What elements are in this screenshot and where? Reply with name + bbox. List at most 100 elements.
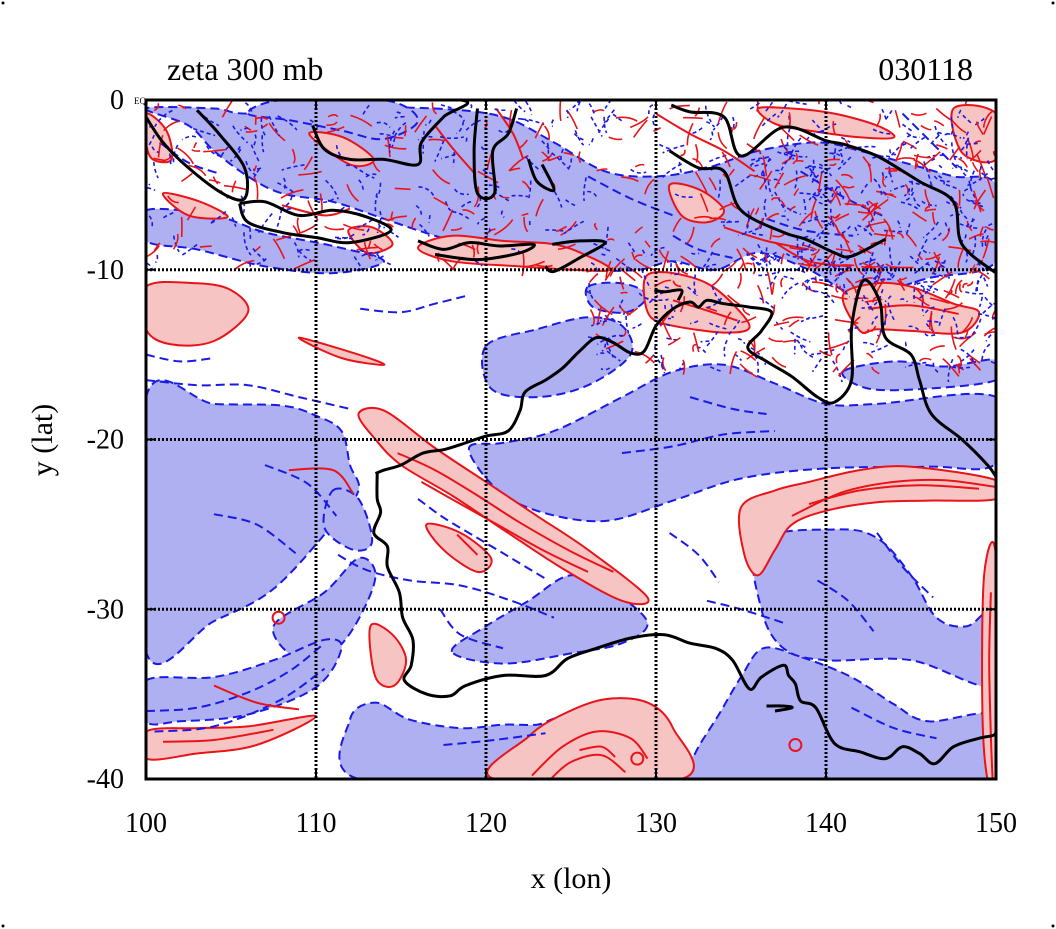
negative-noise	[889, 149, 897, 156]
negative-contour	[360, 294, 470, 314]
positive-noise	[272, 238, 286, 260]
negative-noise	[818, 163, 833, 177]
negative-noise	[162, 211, 174, 219]
positive-region	[297, 336, 386, 366]
negative-noise	[744, 210, 750, 234]
positive-noise	[593, 299, 613, 316]
positive-noise	[692, 332, 700, 353]
negative-noise	[945, 183, 959, 190]
positive-noise	[974, 199, 985, 212]
negative-noise	[375, 182, 382, 199]
positive-noise	[578, 151, 582, 164]
negative-noise	[857, 224, 874, 238]
negative-noise	[245, 160, 258, 177]
negative-noise	[482, 169, 496, 175]
negative-noise	[746, 252, 762, 267]
negative-noise	[905, 191, 915, 202]
negative-noise	[632, 323, 642, 329]
negative-noise	[709, 266, 725, 272]
positive-noise	[558, 243, 576, 250]
negative-noise	[738, 227, 759, 236]
y-tick-label: -20	[87, 425, 124, 456]
positive-noise	[473, 186, 480, 208]
negative-noise	[244, 102, 254, 117]
negative-noise	[871, 344, 888, 353]
negative-noise	[748, 156, 770, 162]
negative-noise	[884, 295, 892, 303]
negative-noise	[824, 186, 841, 192]
positive-noise	[834, 318, 859, 324]
positive-noise	[753, 117, 766, 140]
positive-noise	[658, 249, 671, 263]
negative-noise	[709, 366, 724, 372]
negative-noise	[814, 218, 835, 228]
negative-noise	[924, 333, 936, 337]
positive-noise	[683, 116, 703, 120]
positive-noise	[296, 225, 316, 236]
negative-noise	[798, 248, 815, 253]
negative-noise	[250, 144, 260, 162]
negative-noise	[777, 151, 793, 157]
negative-noise	[376, 253, 393, 266]
positive-noise	[626, 307, 639, 317]
positive-noise	[245, 129, 258, 133]
negative-noise	[678, 161, 683, 176]
positive-noise	[788, 319, 800, 328]
positive-contour	[549, 753, 627, 779]
positive-contour	[434, 124, 477, 176]
negative-noise	[732, 175, 751, 189]
positive-noise	[177, 104, 187, 110]
positive-contour	[655, 112, 756, 173]
positive-noise	[773, 321, 790, 327]
positive-noise	[661, 318, 673, 341]
negative-noise	[723, 339, 728, 357]
positive-noise	[962, 282, 968, 289]
positive-noise	[917, 253, 923, 261]
positive-noise	[780, 199, 786, 208]
negative-noise	[805, 279, 810, 291]
positive-noise	[555, 225, 567, 233]
positive-noise	[835, 248, 854, 253]
negative-noise	[869, 155, 891, 160]
positive-noise	[920, 299, 930, 307]
positive-noise	[914, 153, 920, 168]
negative-noise	[750, 257, 768, 273]
negative-noise	[757, 243, 768, 267]
negative-noise	[847, 104, 854, 109]
negative-noise	[261, 135, 265, 153]
negative-noise	[180, 243, 198, 257]
positive-noise	[209, 179, 221, 184]
negative-noise	[253, 167, 262, 171]
positive-noise	[593, 223, 598, 231]
negative-noise	[984, 222, 993, 228]
positive-noise	[929, 345, 945, 352]
negative-noise	[784, 151, 808, 158]
positive-noise	[867, 220, 875, 233]
negative-contour	[706, 599, 784, 624]
positive-vorticity-contours	[162, 107, 996, 779]
negative-noise	[361, 251, 380, 257]
positive-contour-ring	[788, 738, 803, 753]
positive-noise	[634, 163, 645, 168]
negative-noise	[925, 323, 936, 333]
positive-noise	[973, 189, 987, 210]
negative-noise	[588, 138, 594, 146]
coastline-island	[146, 109, 250, 202]
positive-noise	[523, 216, 529, 233]
positive-noise	[705, 306, 718, 312]
coastline-island	[668, 149, 887, 259]
negative-noise	[691, 252, 700, 255]
positive-noise	[620, 291, 628, 294]
negative-noise	[888, 247, 894, 268]
corner-mark	[1051, 924, 1055, 928]
negative-noise	[240, 127, 249, 132]
positive-noise	[428, 138, 446, 142]
negative-noise	[749, 157, 767, 167]
negative-contour	[876, 532, 934, 599]
negative-noise	[440, 104, 453, 109]
negative-contour	[146, 353, 215, 363]
negative-noise	[809, 257, 817, 267]
negative-noise	[826, 271, 842, 289]
positive-noise	[817, 100, 820, 105]
